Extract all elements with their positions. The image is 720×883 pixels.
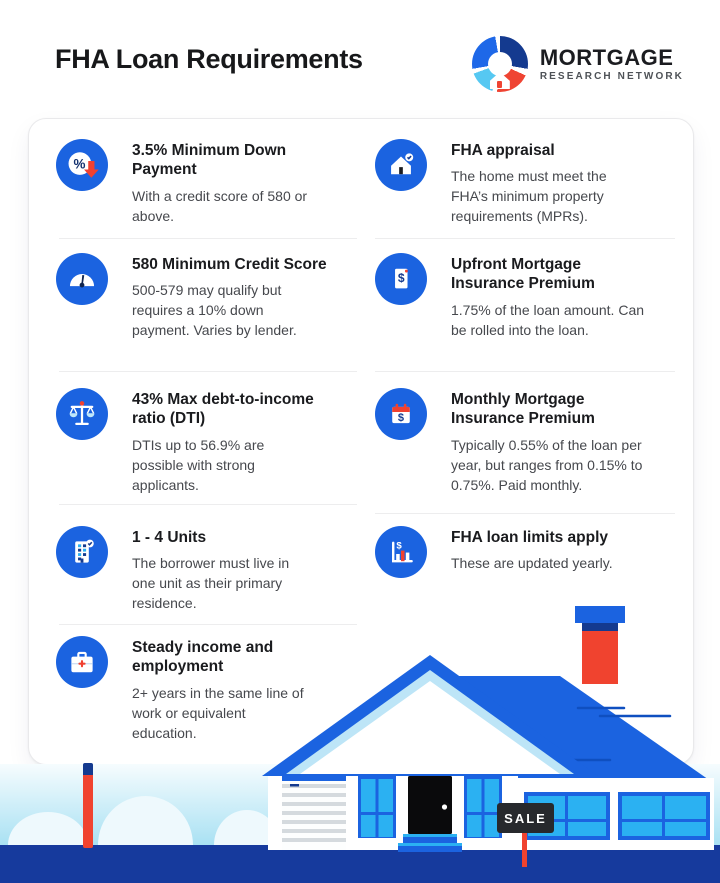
item-title: Monthly Mortgage Insurance Premium	[451, 391, 595, 428]
building-units-icon	[56, 526, 108, 578]
wing-wall	[518, 778, 714, 850]
divider	[375, 238, 675, 239]
front-window	[353, 776, 401, 844]
ground	[0, 845, 720, 883]
item-title: FHA loan limits apply	[451, 529, 609, 546]
svg-text:$: $	[396, 540, 402, 551]
front-door	[408, 776, 452, 834]
item-desc: These are updated yearly.	[451, 555, 613, 572]
card-item-dti: 43% Max debt-to-income ratio (DTI) DTIs …	[56, 388, 337, 495]
house-body	[268, 771, 518, 850]
brand-logo: MORTGAGE RESEARCH NETWORK	[471, 36, 684, 92]
sky-band	[0, 764, 720, 845]
page-title: FHA Loan Requirements	[55, 44, 363, 74]
divider	[59, 238, 357, 239]
logo-subtitle: RESEARCH NETWORK	[539, 70, 684, 82]
item-desc: 2+ years in the same line of work or equ…	[132, 684, 304, 741]
sale-sign-label: SALE	[504, 811, 547, 826]
divider	[375, 513, 675, 514]
briefcase-icon	[56, 636, 108, 688]
cloud	[8, 812, 88, 845]
card-item-appraisal: FHA appraisal The home must meet the FHA…	[375, 139, 651, 227]
divider	[59, 371, 357, 372]
document-dollar-icon: $	[375, 253, 427, 305]
logo-wordmark: MORTGAGE	[539, 44, 674, 70]
svg-text:$: $	[398, 271, 405, 285]
item-title: Steady income and employment	[132, 639, 274, 676]
card-item-units: 1 - 4 Units The borrower must live in on…	[56, 526, 337, 614]
card-item-upfront-mip: $ Upfront Mortgage Insurance Premium 1.7…	[375, 253, 651, 341]
card-item-down-payment: % 3.5% Minimum Down Payment With a credi…	[56, 139, 337, 227]
sale-sign-post	[522, 830, 527, 867]
card-item-monthly-mip: $ Monthly Mortgage Insurance Premium Typ…	[375, 388, 651, 495]
header: FHA Loan Requirements MORTGAGE RESEARCH …	[0, 0, 720, 118]
card-item-credit-score: 580 Minimum Credit Score 500-579 may qua…	[56, 253, 337, 341]
cloud	[214, 810, 280, 845]
item-title: 43% Max debt-to-income ratio (DTI)	[132, 391, 314, 428]
item-title: 1 - 4 Units	[132, 529, 207, 546]
door-steps	[398, 834, 462, 852]
mortgage-pie-house-icon	[471, 36, 528, 92]
divider	[59, 504, 357, 505]
logo-door-dot	[497, 81, 503, 88]
street-pole	[83, 763, 93, 848]
item-desc: With a credit score of 580 or above.	[132, 187, 308, 224]
credit-gauge-icon	[56, 253, 108, 305]
sale-sign: SALE	[497, 803, 554, 867]
loan-limits-chart-icon: $	[375, 526, 427, 578]
item-desc: DTIs up to 56.9% are possible with stron…	[132, 436, 265, 493]
item-title: 580 Minimum Credit Score	[132, 256, 327, 273]
svg-text:$: $	[398, 412, 404, 424]
house-check-icon	[375, 139, 427, 191]
wing-window	[524, 792, 610, 840]
item-title: Upfront Mortgage Insurance Premium	[451, 256, 595, 293]
wing-window	[618, 792, 710, 840]
item-desc: The borrower must live in one unit as th…	[132, 555, 290, 612]
front-window	[459, 776, 507, 844]
calendar-dollar-icon: $	[375, 388, 427, 440]
balance-scale-icon	[56, 388, 108, 440]
item-desc: 500-579 may qualify but requires a 10% d…	[132, 282, 297, 339]
cloud	[98, 796, 193, 845]
divider	[375, 371, 675, 372]
item-title: 3.5% Minimum Down Payment	[132, 142, 287, 179]
item-desc: 1.75% of the loan amount. Can be rolled …	[451, 301, 645, 338]
divider	[59, 624, 357, 625]
item-desc: The home must meet the FHA’s minimum pro…	[451, 168, 607, 225]
card-item-income: Steady income and employment 2+ years in…	[56, 636, 337, 743]
item-desc: Typically 0.55% of the loan per year, bu…	[451, 436, 643, 493]
garage-door	[282, 776, 346, 850]
card-item-loan-limits: $ FHA loan limits apply These are update…	[375, 526, 651, 578]
item-title: FHA appraisal	[451, 142, 555, 159]
requirements-card: % 3.5% Minimum Down Payment With a credi…	[28, 118, 694, 765]
svg-text:%: %	[73, 156, 85, 171]
logo-text: MORTGAGE RESEARCH NETWORK	[539, 44, 684, 82]
percent-down-icon: %	[56, 139, 108, 191]
